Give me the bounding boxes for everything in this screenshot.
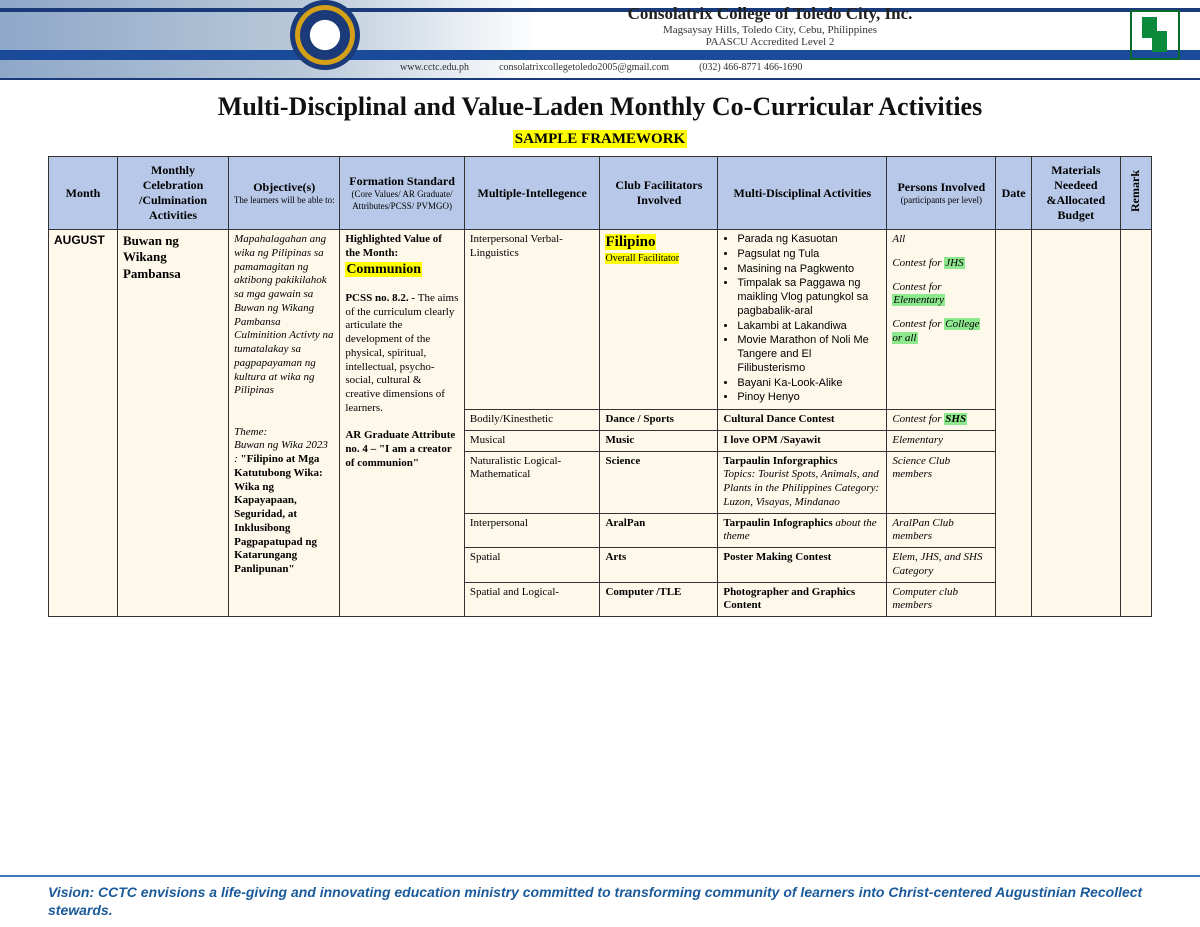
framework-table: Month Monthly Celebration /Culmination A… <box>48 156 1152 617</box>
th-club: Club Facilitators Involved <box>600 157 718 230</box>
th-month: Month <box>49 157 118 230</box>
accreditation: PAASCU Accredited Level 2 <box>520 36 1020 48</box>
celebration-title: Buwan ng Wikang Pambansa <box>123 233 223 282</box>
club-main: Filipino <box>605 234 655 250</box>
website: www.cctc.edu.ph <box>400 62 469 73</box>
banner-text: Consolatrix College of Toledo City, Inc.… <box>520 4 1020 48</box>
theme-block: Theme: Buwan ng Wika 2023 : "Filipino at… <box>234 426 334 577</box>
standard-top: Highlighted Value of the Month: <box>345 233 459 261</box>
cell-mi: Bodily/Kinesthetic <box>464 410 600 431</box>
school-name: Consolatrix College of Toledo City, Inc. <box>520 4 1020 24</box>
cell-activities: Tarpaulin Infographics about the theme <box>718 513 887 548</box>
th-remark: Remark <box>1120 157 1151 230</box>
cell-month: AUGUST <box>49 230 118 617</box>
cell-mi: Naturalistic Logical-Mathematical <box>464 451 600 513</box>
cell-club: Filipino Overall Facilitator <box>600 230 718 410</box>
th-celebration: Monthly Celebration /Culmination Activit… <box>117 157 228 230</box>
cell-remark <box>1120 230 1151 617</box>
sample-framework-text: SAMPLE FRAMEWORK <box>513 130 687 148</box>
header-row: Month Monthly Celebration /Culmination A… <box>49 157 1152 230</box>
th-date: Date <box>996 157 1032 230</box>
cell-activities: Poster Making Contest <box>718 548 887 583</box>
framework-table-wrap: Month Monthly Celebration /Culmination A… <box>48 156 1152 617</box>
cell-standard: Highlighted Value of the Month: Communio… <box>340 230 465 617</box>
cell-objectives: Mapahalagahan ang wika ng Pilipinas sa p… <box>229 230 340 617</box>
cell-club: Music <box>600 430 718 451</box>
activity-item: Lakambi at Lakandiwa <box>737 320 881 334</box>
th-activities: Multi-Disciplinal Activities <box>718 157 887 230</box>
cell-persons: Elementary <box>887 430 996 451</box>
activity-item: Movie Marathon of Noli Me Tangere and El… <box>737 334 881 375</box>
cell-mi: Spatial <box>464 548 600 583</box>
activity-item: Bayani Ka-Look-Alike <box>737 377 881 391</box>
th-mi: Multiple-Intellegence <box>464 157 600 230</box>
th-materials: Materials Needeed &Allocated Budget <box>1031 157 1120 230</box>
cell-activities: Photographer and Graphics Content <box>718 582 887 617</box>
objective-text: Mapahalagahan ang wika ng Pilipinas sa p… <box>234 233 334 398</box>
accred-logo <box>1130 10 1180 60</box>
value-highlight: Communion <box>345 262 422 277</box>
school-address: Magsaysay Hills, Toledo City, Cebu, Phil… <box>520 24 1020 36</box>
activity-item: Parada ng Kasuotan <box>737 233 881 247</box>
cell-mi: Interpersonal <box>464 513 600 548</box>
contact-row: www.cctc.edu.ph consolatrixcollegetoledo… <box>400 62 802 73</box>
cell-activities: Tarpaulin InforgraphicsTopics: Tourist S… <box>718 451 887 513</box>
cell-club: Dance / Sports <box>600 410 718 431</box>
cell-mi: Musical <box>464 430 600 451</box>
th-objectives: Objective(s)The learners will be able to… <box>229 157 340 230</box>
persons-line: Contest for Elementary <box>892 281 990 309</box>
page-title: Multi-Disciplinal and Value-Laden Monthl… <box>0 92 1200 122</box>
cell-club: Science <box>600 451 718 513</box>
th-persons: Persons Involved(participants per level) <box>887 157 996 230</box>
cell-persons: Science Club members <box>887 451 996 513</box>
persons-line: Contest for JHS <box>892 257 990 271</box>
persons-line: Contest for College or all <box>892 318 990 346</box>
cell-activities: I love OPM /Sayawit <box>718 430 887 451</box>
activity-item: Timpalak sa Paggawa ng maikling Vlog pat… <box>737 277 881 318</box>
activity-item: Pagsulat ng Tula <box>737 248 881 262</box>
cell-mi: Spatial and Logical- <box>464 582 600 617</box>
cell-celebration: Buwan ng Wikang Pambansa <box>117 230 228 617</box>
cell-activities: Parada ng KasuotanPagsulat ng TulaMasini… <box>718 230 887 410</box>
cell-persons: All Contest for JHS Contest for Elementary… <box>887 230 996 410</box>
cell-mi: Interpersonal Verbal-Linguistics <box>464 230 600 410</box>
cell-materials <box>1031 230 1120 617</box>
vision-statement: Vision: CCTC envisions a life-giving and… <box>48 883 1152 919</box>
th-standard: Formation Standard(Core Values/ AR Gradu… <box>340 157 465 230</box>
cell-club: Computer /TLE <box>600 582 718 617</box>
cell-club: AralPan <box>600 513 718 548</box>
cell-activities: Cultural Dance Contest <box>718 410 887 431</box>
footer: Vision: CCTC envisions a life-giving and… <box>0 875 1200 919</box>
pcss-block: PCSS no. 8.2. - The aims of the curricul… <box>345 292 459 416</box>
persons-line: All <box>892 233 990 247</box>
school-seal-logo <box>290 0 360 70</box>
activity-item: Masining na Pagkwento <box>737 263 881 277</box>
cell-persons: Computer club members <box>887 582 996 617</box>
club-sub: Overall Facilitator <box>605 253 679 264</box>
activity-item: Pinoy Henyo <box>737 391 881 405</box>
cell-club: Arts <box>600 548 718 583</box>
ar-block: AR Graduate Attribute no. 4 – "I am a cr… <box>345 429 459 470</box>
cell-persons: AralPan Club members <box>887 513 996 548</box>
cell-persons: Elem, JHS, and SHS Category <box>887 548 996 583</box>
cell-date <box>996 230 1032 617</box>
banner-stripe <box>0 50 1200 60</box>
phone: (032) 466-8771 466-1690 <box>699 62 802 73</box>
cell-persons: Contest for SHS <box>887 410 996 431</box>
table-row: AUGUST Buwan ng Wikang Pambansa Mapahala… <box>49 230 1152 410</box>
email: consolatrixcollegetoledo2005@gmail.com <box>499 62 669 73</box>
header-banner: Consolatrix College of Toledo City, Inc.… <box>0 0 1200 80</box>
sample-framework-label: SAMPLE FRAMEWORK <box>0 130 1200 148</box>
